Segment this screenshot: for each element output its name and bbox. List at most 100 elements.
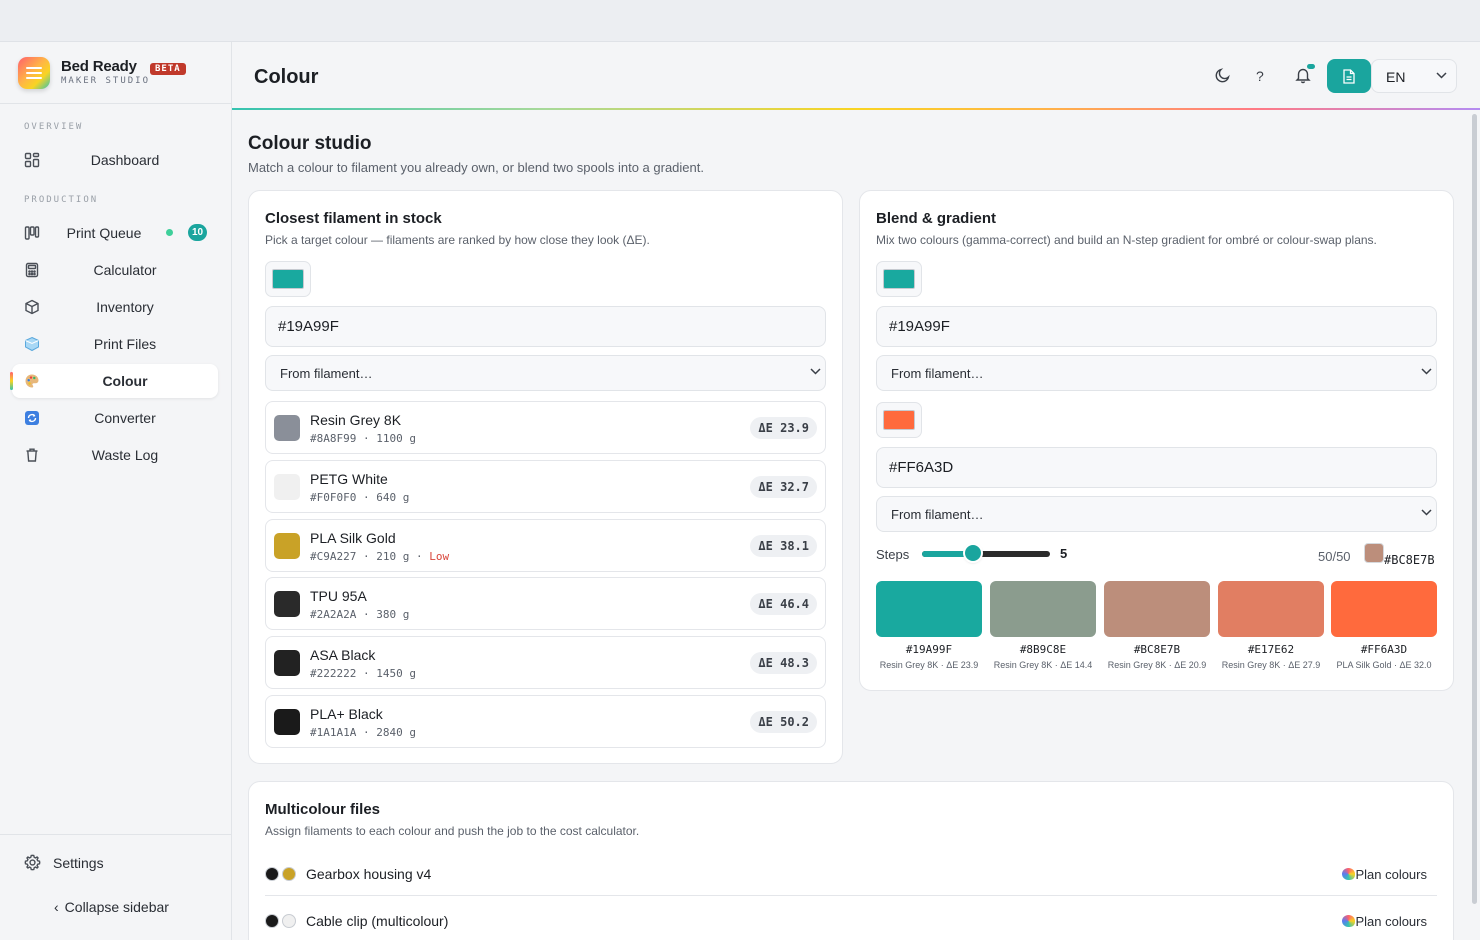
sidebar-item-label: Print Queue — [66, 225, 142, 241]
sidebar-item-inventory[interactable]: Inventory — [12, 290, 218, 324]
plan-colours-button[interactable]: Plan colours — [1342, 867, 1427, 882]
filament-swatch — [274, 591, 300, 617]
chevron-down-icon — [810, 368, 821, 375]
filament-swatch — [274, 709, 300, 735]
bell-icon[interactable] — [1294, 66, 1312, 84]
select-value: From filament… — [891, 507, 984, 522]
steps-slider[interactable] — [922, 551, 1050, 557]
closest-filament-card: Closest filament in stock Pick a target … — [248, 190, 843, 764]
gradient-match-note: Resin Grey 8K · ΔE 20.9 — [1107, 660, 1207, 670]
dashboard-grid-icon — [24, 152, 40, 168]
language-value: EN — [1386, 69, 1406, 85]
queue-status-dot — [166, 229, 173, 236]
target-filament-select[interactable]: From filament… — [265, 355, 826, 391]
calculator-icon — [25, 262, 39, 278]
list-item[interactable]: Resin Grey 8K #8A8F99 · 1100 g ΔE 23.9 — [265, 401, 826, 454]
trash-icon — [26, 448, 38, 462]
chevron-down-icon — [1421, 509, 1432, 516]
steps-value: 5 — [1060, 546, 1068, 561]
window-top-strip — [0, 0, 1480, 42]
gradient-hex: #8B9C8E — [1019, 643, 1067, 656]
gradient-swatch[interactable] — [990, 581, 1096, 637]
delta-e-badge: ΔE 48.3 — [750, 652, 817, 674]
low-stock-label: Low — [429, 550, 450, 563]
colour-b-picker[interactable] — [876, 402, 922, 438]
colour-a-swatch — [883, 269, 915, 289]
filament-name: PLA Silk Gold — [310, 530, 396, 546]
notification-dot — [1307, 64, 1315, 69]
delta-e-badge: ΔE 50.2 — [750, 711, 817, 733]
sidebar-item-label: Inventory — [96, 299, 154, 315]
file-colour-dot — [265, 914, 279, 928]
sidebar-item-label: Converter — [94, 410, 156, 426]
document-button[interactable] — [1327, 59, 1371, 93]
brand-name: Bed Ready — [61, 58, 137, 75]
card-subtitle: Assign filaments to each colour and push… — [265, 824, 640, 838]
sidebar-item-colour[interactable]: Colour — [10, 364, 218, 398]
colour-b-filament-select[interactable]: From filament… — [876, 496, 1437, 532]
list-item[interactable]: ASA Black #222222 · 1450 g ΔE 48.3 — [265, 636, 826, 689]
delta-e-badge: ΔE 38.1 — [750, 535, 817, 557]
list-item[interactable]: TPU 95A #2A2A2A · 380 g ΔE 46.4 — [265, 577, 826, 630]
filament-meta: #F0F0F0 · 640 g — [310, 491, 410, 504]
filament-swatch — [274, 474, 300, 500]
gradient-match-note: Resin Grey 8K · ΔE 23.9 — [879, 660, 979, 670]
list-item[interactable]: Cable clip (multicolour) Plan colours — [265, 897, 1437, 940]
list-item[interactable]: Gearbox housing v4 Plan colours — [265, 850, 1437, 896]
box-icon — [25, 299, 39, 315]
card-title: Blend & gradient — [876, 210, 997, 227]
colour-a-hex-input[interactable] — [876, 306, 1437, 347]
moon-icon[interactable] — [1214, 66, 1232, 84]
palette-icon — [25, 374, 39, 388]
sidebar-item-converter[interactable]: Converter — [12, 401, 218, 435]
language-select[interactable]: EN — [1371, 59, 1457, 93]
sidebar-item-calculator[interactable]: Calculator — [12, 253, 218, 287]
mix-hex: #BC8E7B — [1384, 553, 1435, 567]
target-hex-input[interactable] — [265, 306, 826, 347]
filament-meta: #C9A227 · 210 g · Low — [310, 550, 450, 563]
collapse-sidebar-button[interactable]: ‹ Collapse sidebar — [54, 899, 169, 915]
steps-slider-handle[interactable] — [965, 545, 982, 561]
list-item[interactable]: PLA+ Black #1A1A1A · 2840 g ΔE 50.2 — [265, 695, 826, 748]
sidebar-item-dashboard[interactable]: Dashboard — [12, 143, 218, 177]
sidebar-item-print-queue[interactable]: Print Queue 10 — [12, 216, 218, 250]
filament-meta: #1A1A1A · 2840 g — [310, 726, 416, 739]
kanban-icon — [24, 226, 40, 240]
list-item[interactable]: PETG White #F0F0F0 · 640 g ΔE 32.7 — [265, 460, 826, 513]
beta-badge: BETA — [150, 63, 186, 75]
logo-icon — [18, 57, 50, 89]
sidebar-item-label: Colour — [102, 373, 148, 389]
colour-a-picker[interactable] — [876, 261, 922, 297]
filament-meta: #8A8F99 · 1100 g — [310, 432, 416, 445]
scrollbar[interactable] — [1472, 114, 1477, 904]
queue-count-badge: 10 — [188, 224, 208, 241]
filament-name: ASA Black — [310, 647, 376, 663]
plan-colours-button[interactable]: Plan colours — [1342, 914, 1427, 929]
ice-cube-icon — [25, 336, 39, 352]
palette-icon — [1342, 868, 1356, 880]
help-button[interactable]: ? — [1256, 68, 1264, 84]
gradient-swatch[interactable] — [1331, 581, 1437, 637]
sidebar-item-print-files[interactable]: Print Files — [12, 327, 218, 361]
brand[interactable]: Bed Ready BETA MAKER STUDIO — [0, 42, 231, 104]
gradient-swatch[interactable] — [876, 581, 982, 637]
delta-e-badge: ΔE 23.9 — [750, 417, 817, 439]
file-colour-dot — [265, 867, 279, 881]
gradient-hex: #BC8E7B — [1133, 643, 1181, 656]
list-item[interactable]: PLA Silk Gold #C9A227 · 210 g · Low ΔE 3… — [265, 519, 826, 572]
sidebar-item-waste-log[interactable]: Waste Log — [12, 438, 218, 472]
settings-label: Settings — [53, 855, 104, 871]
gradient-swatch[interactable] — [1104, 581, 1210, 637]
gradient-hex: #19A99F — [905, 643, 953, 656]
sidebar-footer: Settings ‹ Collapse sidebar — [0, 834, 231, 940]
colour-a-filament-select[interactable]: From filament… — [876, 355, 1437, 391]
gear-icon — [24, 854, 41, 871]
card-title: Closest filament in stock — [265, 210, 442, 227]
sidebar-item-label: Calculator — [93, 262, 157, 278]
target-colour-picker[interactable] — [265, 261, 311, 297]
filament-name: PETG White — [310, 471, 388, 487]
filament-name: Resin Grey 8K — [310, 412, 402, 428]
colour-b-hex-input[interactable] — [876, 447, 1437, 488]
gradient-swatch[interactable] — [1218, 581, 1324, 637]
sidebar: Bed Ready BETA MAKER STUDIO OVERVIEW Das… — [0, 42, 232, 940]
